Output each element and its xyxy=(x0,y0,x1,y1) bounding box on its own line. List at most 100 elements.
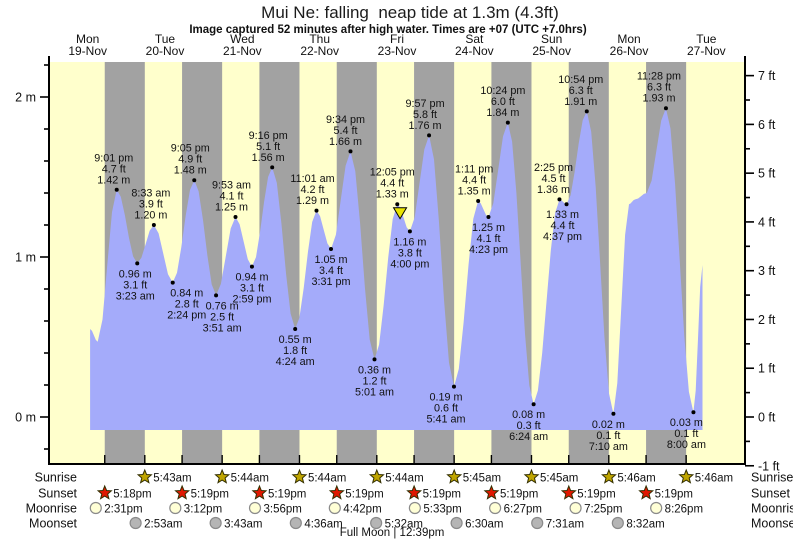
tide-extreme-dot xyxy=(505,120,510,125)
day-of-week-label: Wed xyxy=(230,32,254,46)
moonset-moon-icon xyxy=(289,516,302,530)
page-title: Mui Ne: falling neap tide at 1.3m (4.3ft… xyxy=(261,3,559,22)
low-tide-label: 6:24 am xyxy=(509,431,548,443)
almanac-row-label-left: Sunset xyxy=(38,487,77,501)
moonrise-time: 4:42pm xyxy=(343,504,381,516)
low-tide-label: 4:00 pm xyxy=(390,258,429,270)
sunset-time: 5:19pm xyxy=(345,489,383,501)
sunrise-time: 5:46am xyxy=(617,473,655,485)
high-tide-label: 9:16 pm xyxy=(249,130,288,142)
day-labels: Mon19-NovTue20-NovWed21-NovThu22-NovFri2… xyxy=(68,32,725,58)
high-tide-label: 8:33 am xyxy=(131,188,170,200)
right-axis-label: 0 ft xyxy=(758,411,776,425)
high-tide-label: 6.3 ft xyxy=(647,82,671,94)
tide-area xyxy=(90,108,703,430)
high-tide-label: 1.36 m xyxy=(537,184,570,196)
sunrise-time: 5:44am xyxy=(231,473,269,485)
tide-extreme-dot xyxy=(557,197,562,202)
sunset-star-icon xyxy=(96,484,113,500)
moonrise-time: 5:33pm xyxy=(423,504,461,516)
almanac-row-label-right: Moonset xyxy=(751,517,793,531)
sunset-time: 5:19pm xyxy=(268,489,306,501)
day-of-week-label: Mon xyxy=(617,32,640,46)
moonset-moon-icon xyxy=(450,516,463,530)
tide-extreme-dot xyxy=(663,106,668,111)
day-date-label: 22-Nov xyxy=(300,44,339,58)
tide-extreme-dot xyxy=(395,202,400,207)
low-tide-label: 4:24 am xyxy=(276,356,315,368)
sunrise-time: 5:44am xyxy=(385,473,423,485)
low-tide-label: 8:00 am xyxy=(667,439,706,451)
high-tide-label: 6.3 ft xyxy=(569,85,593,97)
moonset-moon-icon xyxy=(531,516,544,530)
high-tide-label: 6.0 ft xyxy=(491,96,515,108)
low-tide-label: 0.19 m xyxy=(429,392,462,404)
day-of-week-label: Sat xyxy=(465,32,484,46)
low-tide-label: 3.1 ft xyxy=(240,283,264,295)
left-axis-label: 1 m xyxy=(15,251,36,265)
low-tide-label: 5:01 am xyxy=(355,386,394,398)
high-tide-label: 4.4 ft xyxy=(380,178,404,190)
moonrise-moon-icon xyxy=(89,501,102,515)
almanac-row-label-right: Sunset xyxy=(751,487,790,501)
low-tide-label: 7:10 am xyxy=(589,441,628,453)
low-tide-label: 0.6 ft xyxy=(434,403,458,415)
left-axis-label: 2 m xyxy=(15,91,36,105)
low-tide-label: 3.4 ft xyxy=(319,265,343,277)
high-tide-label: 4.1 ft xyxy=(220,191,244,203)
sunset-time: 5:19pm xyxy=(191,489,229,501)
day-date-label: 24-Nov xyxy=(455,44,494,58)
right-axis-label: 2 ft xyxy=(758,313,776,327)
low-tide-label: 1.2 ft xyxy=(362,375,386,387)
low-tide-label: 2:59 pm xyxy=(232,294,271,306)
axes: 0 m 1 m 2 m -1 ft 0 ft 1 ft 2 ft 3 ft 4 ft 5 ft 6 … xyxy=(15,56,780,473)
sunrise-star-icon xyxy=(678,468,695,484)
moonrise-time: 7:25pm xyxy=(584,504,622,516)
low-tide-label: 5:41 am xyxy=(426,414,465,426)
right-axis-label: 4 ft xyxy=(758,215,776,229)
low-tide-label: 1.16 m xyxy=(393,236,426,248)
right-axis-label: 1 ft xyxy=(758,362,776,376)
day-date-label: 21-Nov xyxy=(223,44,262,58)
sunset-time: 5:19pm xyxy=(423,489,461,501)
low-tide-label: 0.03 m xyxy=(670,417,703,429)
right-axis-label: 7 ft xyxy=(758,69,776,83)
moonset-time: 6:30am xyxy=(465,519,503,531)
low-tide-label: 0.94 m xyxy=(235,272,268,284)
sunrise-time: 5:46am xyxy=(695,473,733,485)
low-tide-label: 2.8 ft xyxy=(175,299,199,311)
high-tide-label: 9:05 pm xyxy=(171,143,210,155)
high-tide-label: 1.35 m xyxy=(458,186,491,198)
now-triangle-icon xyxy=(392,207,408,220)
high-tide-label: 2:25 pm xyxy=(534,162,573,174)
tide-extreme-dot xyxy=(348,149,353,154)
high-tide-label: 5.4 ft xyxy=(333,125,357,137)
tide-extreme-dot xyxy=(691,410,696,415)
sunrise-star-icon xyxy=(523,468,540,484)
low-tide-label: 1.25 m xyxy=(472,222,505,234)
tide-extreme-dot xyxy=(372,357,377,362)
right-axis-label: -1 ft xyxy=(758,459,780,473)
high-tide-label: 1.56 m xyxy=(252,152,285,164)
day-date-label: 25-Nov xyxy=(532,44,571,58)
right-axis-label: 3 ft xyxy=(758,264,776,278)
sunrise-time: 5:44am xyxy=(308,473,346,485)
day-date-label: 20-Nov xyxy=(146,44,185,58)
sunset-star-icon xyxy=(560,484,577,500)
sunrise-time: 5:45am xyxy=(463,473,501,485)
tide-extreme-dot xyxy=(135,261,140,266)
day-date-label: 23-Nov xyxy=(378,44,417,58)
high-tide-label: 1.84 m xyxy=(486,107,519,119)
sunset-star-icon xyxy=(174,484,191,500)
high-tide-label: 5.1 ft xyxy=(256,141,280,153)
day-date-label: 27-Nov xyxy=(687,44,726,58)
tide-extreme-dot xyxy=(170,280,175,285)
tide-extreme-dot xyxy=(293,327,298,331)
moonrise-moon-icon xyxy=(408,501,421,515)
day-of-week-label: Mon xyxy=(76,32,99,46)
high-tide-label: 3.9 ft xyxy=(139,199,163,211)
low-tide-label: 4.4 ft xyxy=(551,220,575,232)
low-tide-label: 0.84 m xyxy=(170,288,203,300)
tide-extreme-dot xyxy=(531,402,536,407)
sunset-star-icon xyxy=(483,484,500,500)
